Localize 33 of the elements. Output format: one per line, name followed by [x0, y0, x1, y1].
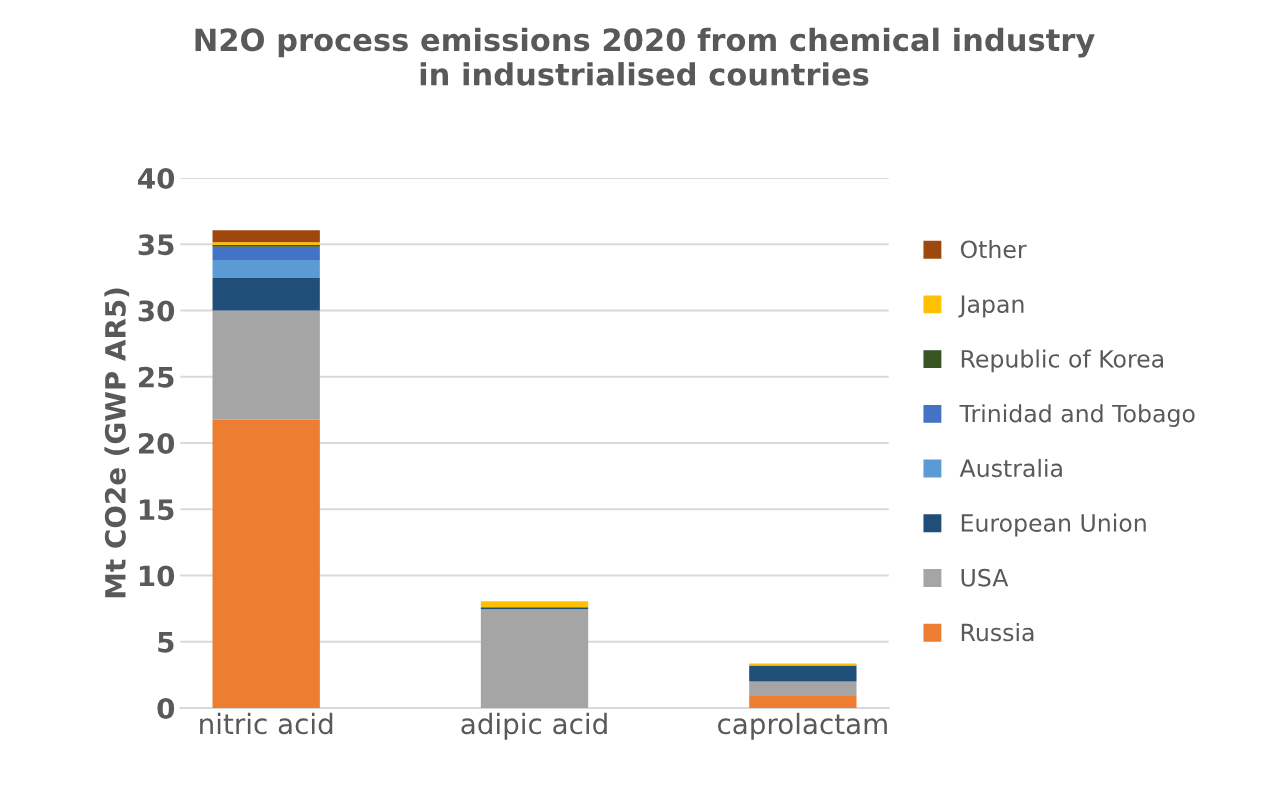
- bar: [212, 260, 320, 279]
- y-tick-label: 15: [139, 499, 174, 521]
- bar: [212, 419, 320, 708]
- chart-title: N2O process emissions 2020 from chemical industry in industrialised countries: [195, 27, 1095, 86]
- x-tick-label: caprolactam: [718, 712, 887, 740]
- x-tick-label: adipic acid: [461, 712, 607, 740]
- bar: [480, 601, 589, 608]
- legend-label: Other: [960, 239, 1027, 259]
- y-tick-label: 20: [139, 432, 175, 454]
- legend-label: Russia: [961, 623, 1034, 642]
- bar: [212, 310, 320, 420]
- legend-label: USA: [961, 568, 1009, 587]
- y-tick-label: 5: [158, 632, 174, 653]
- legend-label: Japan: [958, 295, 1024, 318]
- y-tick-label: 10: [139, 565, 175, 587]
- x-tick-label: nitric acid: [200, 712, 333, 735]
- y-tick-label: 30: [138, 300, 175, 322]
- legend-label: European Union: [961, 513, 1146, 537]
- y-tick-label: 35: [138, 234, 174, 256]
- bar: [749, 665, 857, 682]
- legend-label: Republic of Korea: [961, 349, 1164, 373]
- bar: [480, 609, 589, 708]
- y-axis-title: Mt CO2e (GWP AR5): [104, 288, 130, 598]
- y-tick-label: 0: [157, 697, 175, 719]
- bar: [749, 696, 857, 708]
- legend-label: Australia: [959, 458, 1062, 478]
- bar: [212, 230, 320, 243]
- y-tick-label: 40: [138, 167, 175, 189]
- y-tick-label: 25: [139, 366, 174, 388]
- legend-label: Trinidad and Tobago: [959, 404, 1195, 428]
- bar: [212, 278, 320, 311]
- bar: [749, 681, 857, 697]
- bar: [212, 246, 320, 261]
